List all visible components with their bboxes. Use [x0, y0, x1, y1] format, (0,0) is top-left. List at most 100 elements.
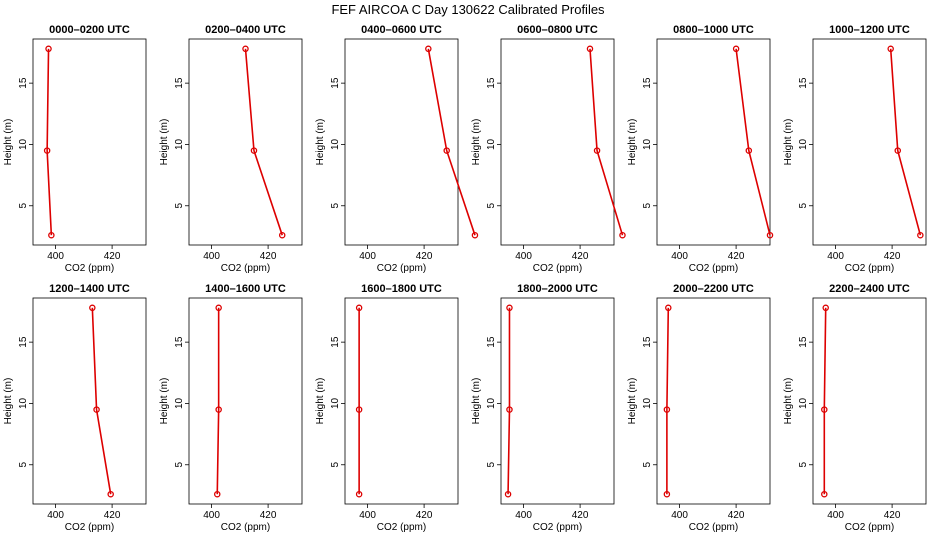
panel: 0600–0800 UTC 400 420 5 10 15 CO2 (ppm) Height …	[471, 24, 626, 274]
panel: 1600–1800 UTC 400 420 5 10 15 CO2 (ppm) Height …	[315, 283, 459, 533]
panel: 2200–2400 UTC 400 420 5 10 15 CO2 (ppm) Height …	[783, 283, 927, 533]
x-axis-label: CO2 (ppm)	[65, 263, 114, 274]
data-point	[821, 406, 828, 413]
y-axis-label: Height (m)	[159, 378, 170, 425]
panel: 1000–1200 UTC 400 420 5 10 15 CO2 (ppm) Height …	[783, 24, 927, 274]
data-point	[48, 231, 55, 239]
data-point	[43, 147, 51, 154]
profile-line	[46, 48, 53, 236]
panel-title: 1600–1800 UTC	[361, 283, 442, 295]
y-tick-label: 5	[642, 462, 653, 468]
data-point	[355, 304, 363, 312]
x-axis-label: CO2 (ppm)	[221, 263, 270, 274]
x-tick-label: 400	[47, 510, 64, 521]
plot-frame	[812, 297, 927, 505]
y-tick-label: 15	[798, 336, 809, 348]
plot-frame	[812, 38, 927, 246]
x-tick-label: 400	[515, 510, 532, 521]
data-point	[93, 406, 100, 413]
x-axis-label: CO2 (ppm)	[533, 263, 582, 274]
panel: 1800–2000 UTC 400 420 5 10 15 CO2 (ppm) Height …	[471, 283, 615, 533]
data-point	[355, 406, 363, 413]
plot-frame	[188, 38, 303, 246]
panel-title: 1200–1400 UTC	[49, 283, 130, 295]
x-tick-label: 400	[671, 251, 688, 262]
panel-title: 1800–2000 UTC	[517, 283, 598, 295]
panel-title: 0800–1000 UTC	[673, 24, 754, 36]
x-tick-label: 400	[827, 251, 844, 262]
y-tick-label: 15	[330, 77, 341, 89]
panel-title: 1400–1600 UTC	[205, 283, 286, 295]
panel-title: 1000–1200 UTC	[829, 24, 910, 36]
y-tick-label: 10	[486, 138, 497, 150]
y-tick-label: 5	[798, 203, 809, 209]
y-tick-label: 5	[798, 462, 809, 468]
data-point	[887, 45, 894, 53]
y-axis-label: Height (m)	[315, 378, 326, 425]
y-tick-label: 10	[18, 138, 29, 150]
profile-line	[216, 307, 220, 495]
data-point	[89, 304, 96, 312]
y-tick-label: 5	[174, 462, 185, 468]
data-point	[355, 490, 363, 498]
data-point	[663, 406, 671, 413]
data-point	[506, 406, 513, 413]
profile-line	[735, 48, 771, 236]
x-axis-label: CO2 (ppm)	[845, 263, 894, 274]
panel: 0800–1000 UTC 400 420 5 10 15 CO2 (ppm) Height …	[627, 24, 774, 274]
y-axis-label: Height (m)	[3, 119, 14, 166]
plot-frame	[656, 38, 771, 246]
y-tick-label: 15	[330, 336, 341, 348]
plot-frame	[344, 297, 459, 505]
y-tick-label: 5	[18, 203, 29, 209]
panel: 0400–0600 UTC 400 420 5 10 15 CO2 (ppm) Height …	[315, 24, 479, 274]
y-tick-label: 10	[18, 397, 29, 409]
panel-title: 2000–2200 UTC	[673, 283, 754, 295]
x-tick-label: 420	[728, 251, 745, 262]
data-point	[278, 231, 286, 239]
y-tick-label: 5	[642, 203, 653, 209]
x-axis-label: CO2 (ppm)	[377, 263, 426, 274]
data-point	[619, 231, 626, 239]
data-point	[821, 490, 828, 498]
x-tick-label: 400	[515, 251, 532, 262]
data-point	[107, 490, 114, 498]
data-point	[242, 45, 249, 53]
panel: 0200–0400 UTC 400 420 5 10 15 CO2 (ppm) Height …	[159, 24, 303, 274]
data-point	[250, 147, 258, 154]
x-tick-label: 420	[416, 510, 433, 521]
panel-title: 2200–2400 UTC	[829, 283, 910, 295]
plot-frame	[344, 38, 459, 246]
x-axis-label: CO2 (ppm)	[221, 522, 270, 533]
plot-frame	[188, 297, 303, 505]
panel-title: 0600–0800 UTC	[517, 24, 598, 36]
x-tick-label: 400	[359, 251, 376, 262]
profile-line	[666, 307, 670, 495]
y-tick-label: 10	[330, 397, 341, 409]
plot-frame	[32, 38, 147, 246]
x-tick-label: 400	[47, 251, 64, 262]
x-tick-label: 400	[359, 510, 376, 521]
y-axis-label: Height (m)	[159, 119, 170, 166]
panel: 0000–0200 UTC 400 420 5 10 15 CO2 (ppm) Height …	[3, 24, 147, 274]
y-tick-label: 10	[330, 138, 341, 150]
y-axis-label: Height (m)	[315, 119, 326, 166]
y-tick-label: 10	[798, 138, 809, 150]
x-tick-label: 400	[671, 510, 688, 521]
panel: 1400–1600 UTC 400 420 5 10 15 CO2 (ppm) Height …	[159, 283, 303, 533]
panel: 2000–2200 UTC 400 420 5 10 15 CO2 (ppm) Height …	[627, 283, 771, 533]
y-axis-label: Height (m)	[783, 119, 794, 166]
x-tick-label: 420	[260, 251, 277, 262]
y-tick-label: 5	[486, 203, 497, 209]
data-point	[894, 147, 902, 154]
x-axis-label: CO2 (ppm)	[845, 522, 894, 533]
y-tick-label: 10	[798, 397, 809, 409]
plot-frame	[500, 38, 615, 246]
panel: 1200–1400 UTC 400 420 5 10 15 CO2 (ppm) Height …	[3, 283, 147, 533]
data-point	[471, 231, 479, 239]
profile-line	[244, 48, 283, 236]
data-point	[822, 304, 829, 312]
x-tick-label: 420	[884, 251, 901, 262]
y-tick-label: 15	[642, 336, 653, 348]
